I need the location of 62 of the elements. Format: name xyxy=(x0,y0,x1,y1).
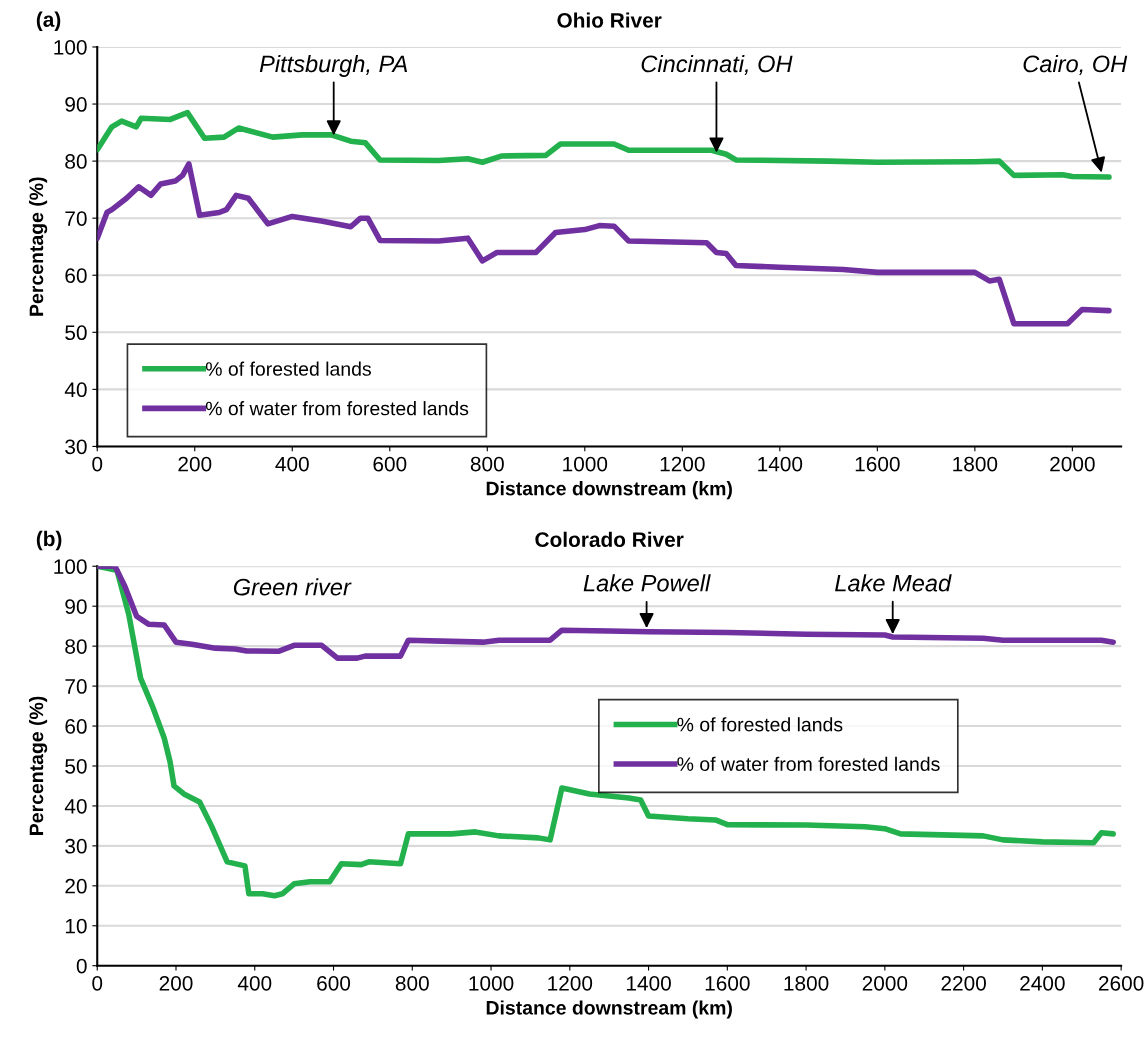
y-tick-label: 50 xyxy=(65,325,87,341)
x-tick-label: 2600 xyxy=(1099,975,1144,991)
y-tick-label: 80 xyxy=(65,154,87,169)
x-tick-label: 1000 xyxy=(469,975,514,991)
legend-label: % of water from forested lands xyxy=(677,756,940,771)
legend-label: % of forested lands xyxy=(205,361,371,376)
x-tick-label: 800 xyxy=(470,456,504,472)
x-tick-label: 1800 xyxy=(784,975,829,991)
x-tick-label: 1400 xyxy=(626,975,671,991)
chart-title: Ohio River xyxy=(557,12,662,28)
legend-label: % of water from forested lands xyxy=(205,401,469,416)
y-tick-label: 50 xyxy=(65,758,87,774)
x-tick-label: 0 xyxy=(92,975,103,991)
y-tick-label: 60 xyxy=(65,719,87,734)
x-tick-label: 400 xyxy=(237,975,272,991)
y-tick-label: 90 xyxy=(65,599,87,614)
x-tick-label: 200 xyxy=(159,975,193,991)
x-tick-label: 0 xyxy=(92,456,103,472)
y-tick-label: 30 xyxy=(65,439,87,455)
annotation: Cincinnati, OH xyxy=(641,54,793,76)
x-tick-label: 2400 xyxy=(1020,975,1065,991)
x-tick-label: 1200 xyxy=(660,456,705,472)
annotation: Cairo, OH xyxy=(1023,54,1128,76)
x-tick-label: 200 xyxy=(178,456,212,472)
y-tick-label: 40 xyxy=(64,798,87,814)
text: (a) xyxy=(36,11,61,31)
x-axis-title: Distance downstream (km) xyxy=(486,1000,732,1019)
text: (b) xyxy=(36,530,62,551)
x-tick-label: 800 xyxy=(395,975,429,991)
x-tick-label: 1200 xyxy=(548,975,593,991)
y-axis-title: Percentage (%) xyxy=(29,696,48,835)
annotation: Lake Mead xyxy=(835,574,952,592)
x-tick-label: 1600 xyxy=(855,456,900,472)
annotation: Green river xyxy=(233,578,352,596)
annotation: Pittsburgh, PA xyxy=(259,54,408,77)
legend-label: % of forested lands xyxy=(677,717,843,732)
y-tick-label: 70 xyxy=(65,679,87,694)
y-tick-label: 10 xyxy=(65,918,87,934)
y-tick-label: 30 xyxy=(65,838,87,854)
y-tick-label: 20 xyxy=(65,878,87,894)
x-tick-label: 600 xyxy=(317,975,351,991)
x-tick-label: 1400 xyxy=(758,456,803,472)
y-axis-title: Percentage (%) xyxy=(29,177,48,316)
x-tick-label: 1600 xyxy=(705,975,750,991)
y-tick-label: 80 xyxy=(65,639,87,654)
y-tick-label: 100 xyxy=(54,559,87,575)
x-tick-label: 1000 xyxy=(563,456,608,472)
annotation: Lake Powell xyxy=(583,574,711,592)
y-tick-label: 60 xyxy=(65,268,87,283)
y-tick-label: 90 xyxy=(65,97,87,112)
x-tick-label: 400 xyxy=(275,456,309,472)
chart-title: Colorado River xyxy=(535,531,684,548)
y-tick-label: 0 xyxy=(76,958,87,974)
x-tick-label: 2200 xyxy=(941,975,986,991)
x-axis-title: Distance downstream (km) xyxy=(486,481,732,500)
y-tick-label: 40 xyxy=(64,382,87,398)
y-tick-label: 100 xyxy=(54,39,87,55)
y-tick-label: 70 xyxy=(65,211,87,226)
x-tick-label: 2000 xyxy=(862,975,908,991)
x-tick-label: 1800 xyxy=(953,456,998,472)
x-tick-label: 600 xyxy=(373,456,407,472)
x-tick-label: 2000 xyxy=(1050,456,1095,472)
